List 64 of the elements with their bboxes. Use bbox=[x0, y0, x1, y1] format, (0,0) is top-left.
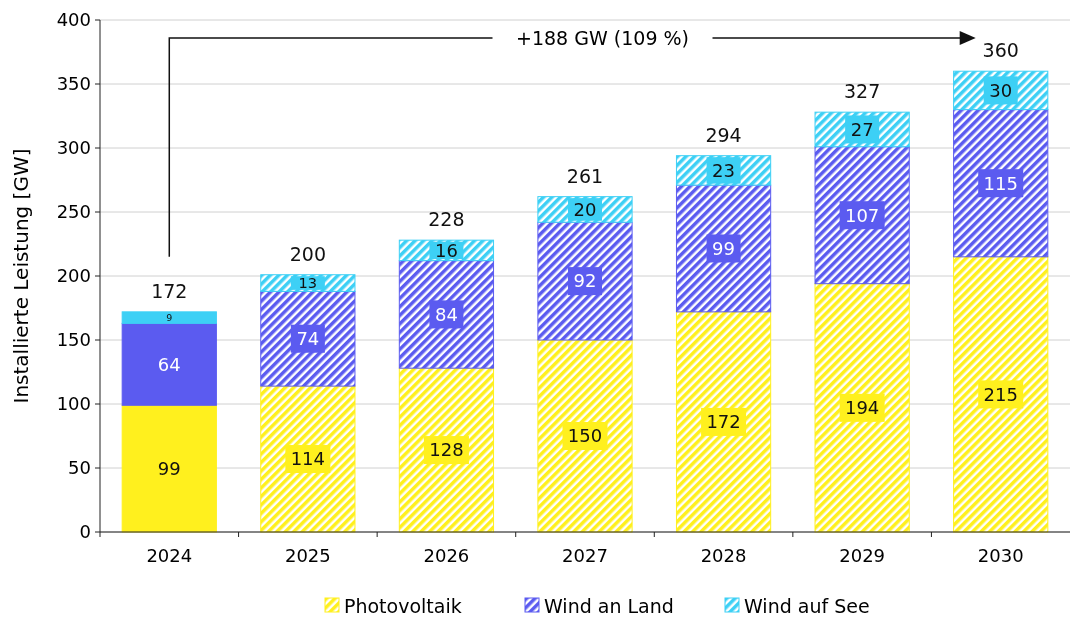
x-tick-label: 2028 bbox=[700, 545, 747, 566]
total-label: 360 bbox=[982, 39, 1019, 62]
x-tick-label: 2029 bbox=[839, 545, 886, 566]
total-label: 294 bbox=[705, 123, 742, 146]
total-label: 200 bbox=[289, 242, 326, 265]
data-label: 16 bbox=[434, 239, 458, 261]
bar bbox=[398, 260, 495, 369]
y-tick-label: 300 bbox=[56, 137, 91, 159]
y-tick-label: 400 bbox=[56, 9, 91, 31]
data-label: 74 bbox=[296, 328, 320, 350]
x-tick-label: 2027 bbox=[562, 545, 608, 566]
legend-label: Photovoltaik bbox=[344, 594, 462, 617]
legend-label: Wind an Land bbox=[544, 594, 674, 617]
bar bbox=[260, 385, 356, 533]
total-label: 172 bbox=[151, 279, 188, 302]
data-label: 27 bbox=[850, 118, 874, 140]
total-label: 327 bbox=[844, 80, 881, 103]
data-label: 9 bbox=[166, 311, 173, 323]
annotation: +188 GW (109 %) bbox=[516, 26, 689, 49]
data-label: 172 bbox=[706, 411, 741, 433]
x-tick-label: 2025 bbox=[284, 545, 331, 566]
x-tick-label: 2026 bbox=[423, 545, 470, 566]
data-label: 23 bbox=[712, 159, 736, 181]
y-tick-label: 350 bbox=[56, 73, 91, 95]
y-tick-label: 50 bbox=[68, 457, 91, 479]
total-label: 228 bbox=[428, 208, 465, 231]
data-label: 215 bbox=[983, 383, 1018, 405]
y-tick-label: 0 bbox=[79, 521, 91, 543]
bar bbox=[953, 256, 1049, 533]
data-label: 20 bbox=[573, 198, 597, 220]
data-label: 150 bbox=[567, 425, 603, 447]
data-label: 128 bbox=[429, 439, 464, 461]
y-axis-title: Installierte Leistung [GW] bbox=[9, 148, 33, 404]
bar bbox=[537, 221, 633, 341]
bar bbox=[814, 283, 910, 533]
bar bbox=[814, 146, 910, 285]
x-tick-label: 2024 bbox=[146, 545, 193, 566]
data-label: 99 bbox=[157, 457, 181, 479]
data-label: 194 bbox=[844, 397, 880, 419]
bar bbox=[398, 367, 495, 533]
data-label: 115 bbox=[983, 172, 1018, 194]
data-label: 107 bbox=[844, 204, 880, 226]
bar bbox=[121, 311, 217, 324]
data-label: 64 bbox=[157, 353, 181, 375]
bar bbox=[121, 322, 217, 406]
bar bbox=[953, 109, 1049, 258]
data-label: 30 bbox=[989, 79, 1013, 101]
data-label: 99 bbox=[712, 237, 736, 259]
y-tick-label: 150 bbox=[56, 329, 91, 351]
data-label: 114 bbox=[290, 448, 326, 470]
total-label: 261 bbox=[566, 164, 604, 187]
bar bbox=[675, 311, 772, 533]
bar bbox=[537, 339, 633, 533]
data-label: 92 bbox=[573, 270, 597, 292]
y-tick-label: 250 bbox=[56, 201, 91, 223]
data-label: 13 bbox=[298, 274, 318, 292]
bar bbox=[675, 184, 772, 313]
bar bbox=[260, 290, 356, 387]
bar bbox=[121, 404, 217, 533]
data-label: 84 bbox=[434, 303, 458, 325]
x-tick-label: 2030 bbox=[977, 545, 1024, 566]
y-tick-label: 200 bbox=[56, 265, 91, 287]
legend-label: Wind auf See bbox=[744, 594, 870, 617]
y-tick-label: 100 bbox=[56, 393, 91, 415]
